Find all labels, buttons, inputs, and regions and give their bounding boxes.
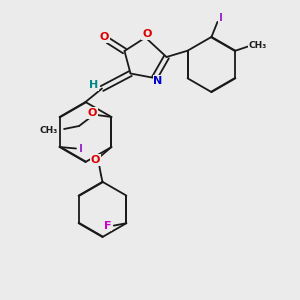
Text: I: I [218,13,223,23]
Text: O: O [91,155,100,165]
Text: O: O [88,108,97,118]
Text: CH₃: CH₃ [39,126,58,135]
Text: O: O [142,29,152,39]
Text: CH₃: CH₃ [249,41,267,50]
Text: I: I [80,143,83,154]
Text: F: F [104,220,112,231]
Text: N: N [154,76,163,86]
Text: O: O [100,32,109,43]
Text: H: H [89,80,98,90]
